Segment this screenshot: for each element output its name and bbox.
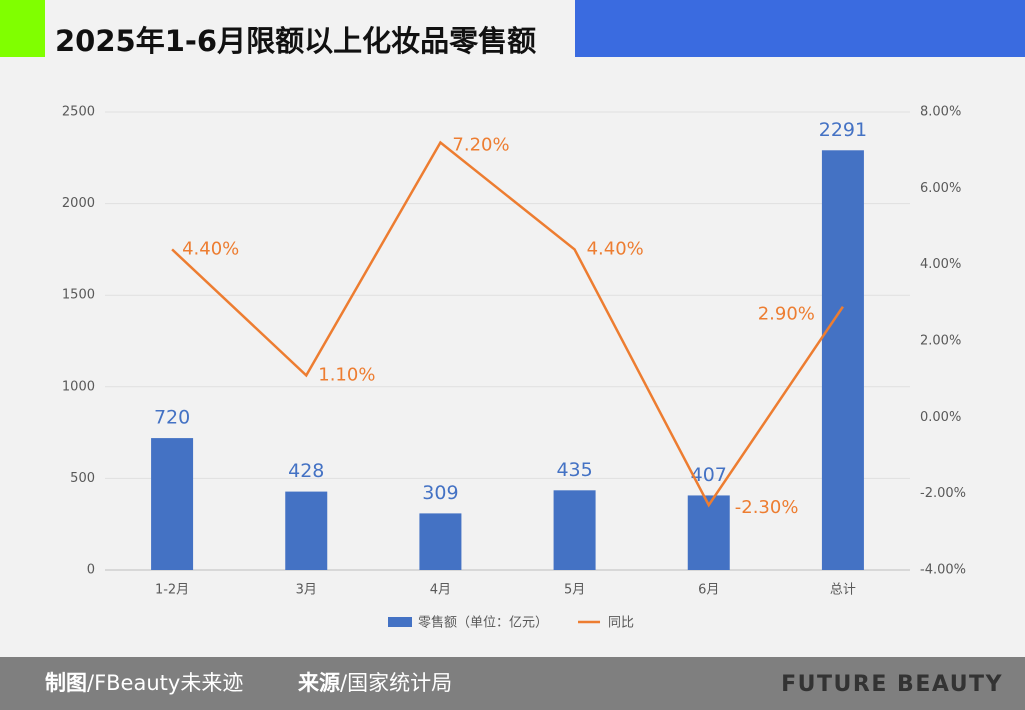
- chart-title: 2025年1-6月限额以上化妆品零售额: [55, 24, 536, 58]
- data-label: 720: [154, 407, 190, 429]
- y2-tick-label: 6.00%: [920, 181, 961, 196]
- footer-source: 来源/国家统计局: [298, 671, 452, 695]
- legend-label: 同比: [608, 616, 634, 631]
- y-tick-label: 0: [87, 563, 95, 578]
- y2-tick-label: -2.00%: [920, 486, 966, 501]
- y2-tick-label: -4.00%: [920, 563, 966, 578]
- y-tick-label: 2000: [62, 196, 95, 211]
- bar: [419, 513, 462, 570]
- header-accent: [0, 0, 45, 57]
- y2-tick-label: 0.00%: [920, 410, 961, 425]
- bar: [151, 438, 194, 570]
- x-tick-label: 4月: [430, 583, 451, 598]
- data-label: 309: [422, 482, 458, 504]
- y2-tick-label: 8.00%: [920, 105, 961, 120]
- x-tick-label: 3月: [296, 583, 317, 598]
- y-tick-label: 1000: [62, 379, 95, 394]
- data-label: 7.20%: [452, 135, 509, 156]
- bar: [285, 491, 328, 570]
- data-label: 4.40%: [587, 238, 644, 259]
- brand: FUTURE BEAUTY: [781, 672, 1003, 697]
- x-tick-label: 5月: [564, 583, 585, 598]
- data-label: 435: [556, 459, 592, 481]
- header-band: [575, 0, 1025, 57]
- data-label: -2.30%: [735, 497, 799, 518]
- y2-tick-label: 2.00%: [920, 334, 961, 349]
- x-tick-label: 总计: [830, 583, 856, 598]
- bar: [687, 495, 730, 570]
- data-label: 2.90%: [758, 304, 815, 325]
- bar: [821, 150, 864, 570]
- footer-maker: 制图/FBeauty未来迹: [45, 671, 243, 695]
- x-tick-label: 1-2月: [155, 583, 189, 598]
- y-tick-label: 1500: [62, 288, 95, 303]
- source-label: 来源: [298, 671, 340, 695]
- maker: /FBeauty未来迹: [87, 671, 243, 695]
- source: /国家统计局: [340, 671, 452, 695]
- y2-tick-label: 4.00%: [920, 257, 961, 272]
- y-tick-label: 2500: [62, 105, 95, 120]
- bar: [553, 490, 596, 570]
- data-label: 1.10%: [318, 364, 375, 385]
- x-tick-label: 6月: [698, 583, 719, 598]
- data-label: 407: [691, 464, 727, 486]
- footer-band: [0, 657, 1025, 710]
- maker-label: 制图: [45, 671, 87, 695]
- data-label: 2291: [819, 119, 867, 141]
- data-label: 428: [288, 460, 324, 482]
- data-label: 4.40%: [182, 238, 239, 259]
- legend-label: 零售额（单位：亿元）: [418, 615, 548, 631]
- line: [171, 140, 844, 508]
- legend-swatch: [388, 617, 412, 627]
- y-tick-label: 500: [70, 471, 95, 486]
